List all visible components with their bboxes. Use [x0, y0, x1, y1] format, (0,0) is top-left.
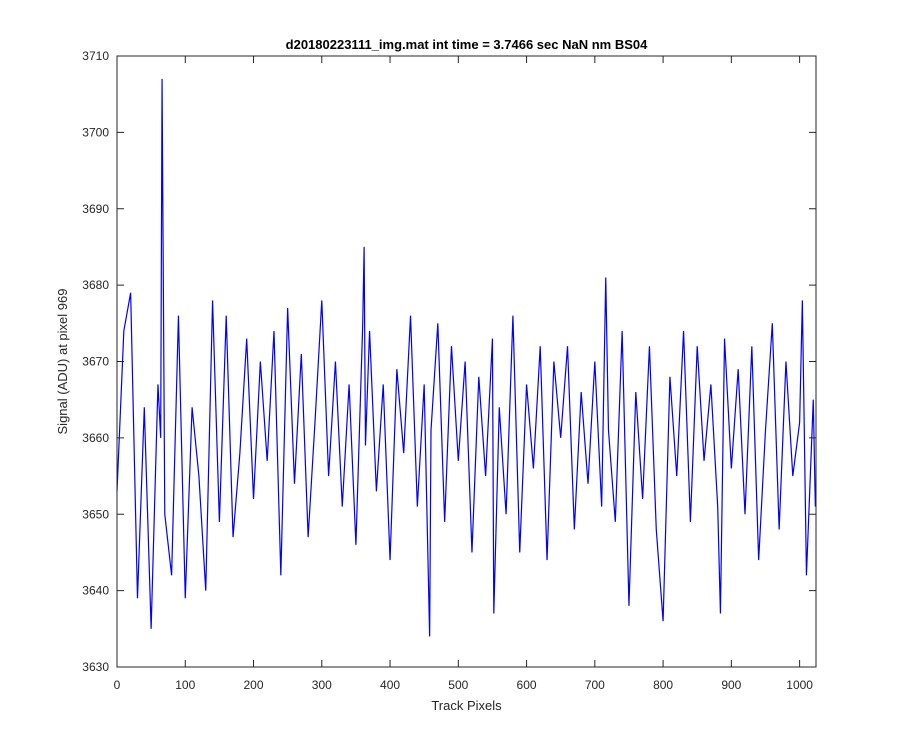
chart-title: d20180223111_img.mat int time = 3.7466 s… — [286, 37, 648, 52]
x-tick-label: 700 — [585, 678, 605, 692]
y-tick-label: 3690 — [82, 202, 109, 216]
series-layer — [116, 78, 816, 637]
x-axis: 0 100 200 300 400 500 600 700 800 900 1000 — [114, 56, 813, 692]
y-tick-label: 3700 — [82, 125, 109, 139]
axes-background — [117, 56, 816, 667]
x-tick-label: 0 — [114, 678, 121, 692]
series-line-1 — [116, 78, 816, 637]
y-axis: 3630 3640 3650 3660 3670 3680 3690 3700 3710 — [82, 49, 816, 674]
x-tick-label: 400 — [380, 678, 400, 692]
x-tick-label: 600 — [517, 678, 537, 692]
x-axis-label: Track Pixels — [431, 698, 502, 713]
y-tick-label: 3660 — [82, 431, 109, 445]
x-tick-label: 900 — [721, 678, 741, 692]
y-tick-label: 3630 — [82, 660, 109, 674]
y-tick-label: 3670 — [82, 355, 109, 369]
x-tick-label: 800 — [653, 678, 673, 692]
y-tick-label: 3640 — [82, 584, 109, 598]
y-tick-label: 3650 — [82, 507, 109, 521]
x-tick-label: 1000 — [786, 678, 813, 692]
y-tick-label: 3680 — [82, 278, 109, 292]
x-tick-label: 300 — [312, 678, 332, 692]
y-axis-label: Signal (ADU) at pixel 969 — [55, 289, 70, 435]
y-tick-label: 3710 — [82, 49, 109, 63]
plot-area: 0 100 200 300 400 500 600 700 800 900 1000 3630 364… — [82, 49, 817, 692]
x-tick-label: 500 — [448, 678, 468, 692]
x-tick-label: 100 — [175, 678, 195, 692]
x-tick-label: 200 — [244, 678, 264, 692]
